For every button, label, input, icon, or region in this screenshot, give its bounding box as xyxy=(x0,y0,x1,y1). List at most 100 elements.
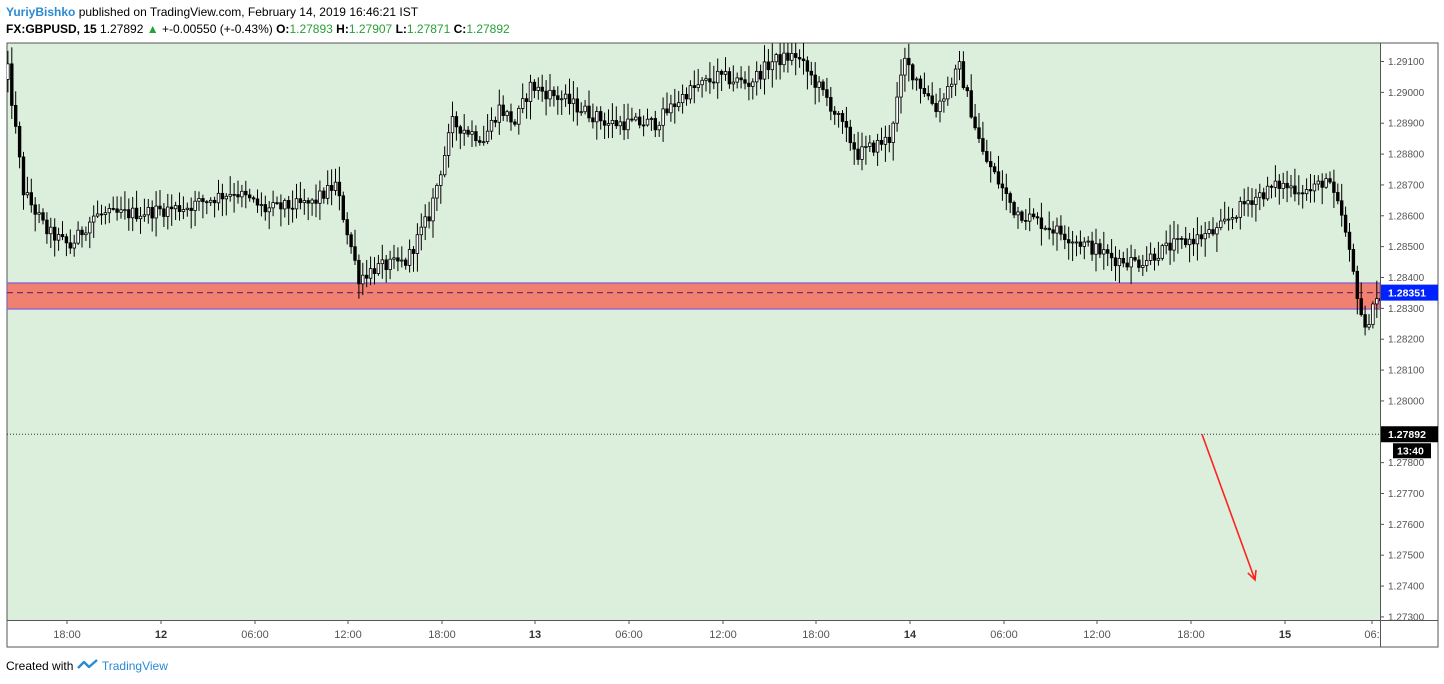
candle-body xyxy=(37,212,41,215)
candle-body xyxy=(848,126,852,144)
candle-body xyxy=(431,197,435,222)
candle-body xyxy=(1316,180,1320,185)
published-text: published on TradingView.com, February 1… xyxy=(78,5,419,19)
candle-body xyxy=(942,98,946,102)
candle-body xyxy=(965,87,969,92)
x-tick-label: 06:00 xyxy=(241,629,269,641)
candle-body xyxy=(509,111,513,123)
candle-body xyxy=(1285,182,1289,189)
candle-body xyxy=(423,216,427,228)
candles xyxy=(7,43,1429,350)
x-tick-label: 18:00 xyxy=(802,629,830,641)
candle-body xyxy=(1359,298,1363,316)
y-tick-label: 1.29100 xyxy=(1388,57,1425,68)
candle-body xyxy=(1230,217,1235,220)
candle-body xyxy=(329,185,334,191)
candle-body xyxy=(560,98,564,101)
candle-body xyxy=(922,88,927,94)
x-tick-label: 06:00 xyxy=(615,629,643,641)
x-tick-label: 06:00 xyxy=(990,629,1018,641)
candle-body xyxy=(864,146,868,148)
x-tick-label: 13 xyxy=(529,629,541,641)
candle-body xyxy=(528,81,533,102)
candle-body xyxy=(1320,180,1324,188)
candle-body xyxy=(251,197,256,200)
candle-body xyxy=(1207,229,1211,234)
candle-body xyxy=(216,192,221,204)
candle-body xyxy=(197,198,201,202)
candle-body xyxy=(684,94,689,100)
candle-body xyxy=(1363,314,1367,328)
candle-body xyxy=(1254,196,1258,205)
candle-body xyxy=(961,61,966,88)
candle-body xyxy=(1113,257,1118,267)
candle-body xyxy=(485,130,490,143)
candle-body xyxy=(411,249,416,254)
candle-body xyxy=(1375,298,1379,305)
candle-body xyxy=(673,103,677,108)
candle-body xyxy=(1121,258,1125,264)
candle-body xyxy=(680,94,685,104)
candle-body xyxy=(907,57,911,66)
candle-body xyxy=(1055,225,1059,234)
candle-body xyxy=(860,146,864,160)
candle-body xyxy=(263,204,267,213)
tradingview-brand[interactable]: TradingView xyxy=(101,659,168,673)
candle-body xyxy=(1063,233,1067,241)
candle-body xyxy=(1347,231,1352,250)
candle-body xyxy=(1028,213,1032,222)
candle-body xyxy=(1289,185,1293,189)
candle-body xyxy=(957,61,962,70)
candle-body xyxy=(380,259,384,265)
plot-area xyxy=(7,43,1380,620)
candle-body xyxy=(1426,337,1429,350)
candle-body xyxy=(641,124,646,127)
candle-body xyxy=(446,132,451,156)
publish-info: YuriyBishko published on TradingView.com… xyxy=(6,4,418,20)
candle-body xyxy=(536,86,540,91)
candle-body xyxy=(926,93,930,97)
candle-body xyxy=(794,53,798,58)
candle-body xyxy=(868,142,872,147)
candle-body xyxy=(950,83,954,87)
candle-body xyxy=(751,81,755,87)
candle-body xyxy=(1187,238,1192,246)
candle-body xyxy=(103,212,108,215)
candle-body xyxy=(1051,229,1055,234)
candle-body xyxy=(435,185,439,199)
candle-body xyxy=(790,53,794,61)
candle-body xyxy=(458,126,462,134)
candle-body xyxy=(236,194,240,198)
candle-body xyxy=(899,74,903,98)
candle-body xyxy=(255,198,260,206)
candle-body xyxy=(415,234,420,254)
last-price: 1.27892 xyxy=(100,22,144,36)
candle-body xyxy=(712,81,716,84)
candle-body xyxy=(384,259,388,271)
candle-body xyxy=(513,121,517,125)
candle-body xyxy=(622,121,626,131)
candle-body xyxy=(240,190,244,198)
candle-body xyxy=(1281,182,1285,189)
candle-body xyxy=(1250,200,1254,205)
candle-body xyxy=(505,111,509,116)
author-link[interactable]: YuriyBishko xyxy=(6,5,76,19)
candle-body xyxy=(688,85,693,100)
candle-body xyxy=(64,236,69,244)
x-tick-label: 18:00 xyxy=(53,629,81,641)
candle-body xyxy=(661,108,665,126)
candle-body xyxy=(1117,258,1122,267)
open-value: 1.27893 xyxy=(289,22,333,36)
candle-body xyxy=(1145,260,1149,266)
y-tick-label: 1.29000 xyxy=(1388,88,1425,99)
candle-body xyxy=(357,259,361,285)
candle-body xyxy=(875,139,880,153)
candle-body xyxy=(185,207,189,210)
candle-body xyxy=(232,193,236,196)
candle-body xyxy=(1184,238,1188,246)
candle-body xyxy=(400,259,404,262)
candle-body xyxy=(801,58,806,62)
candle-body xyxy=(700,79,704,86)
chart-frame xyxy=(6,42,1439,648)
